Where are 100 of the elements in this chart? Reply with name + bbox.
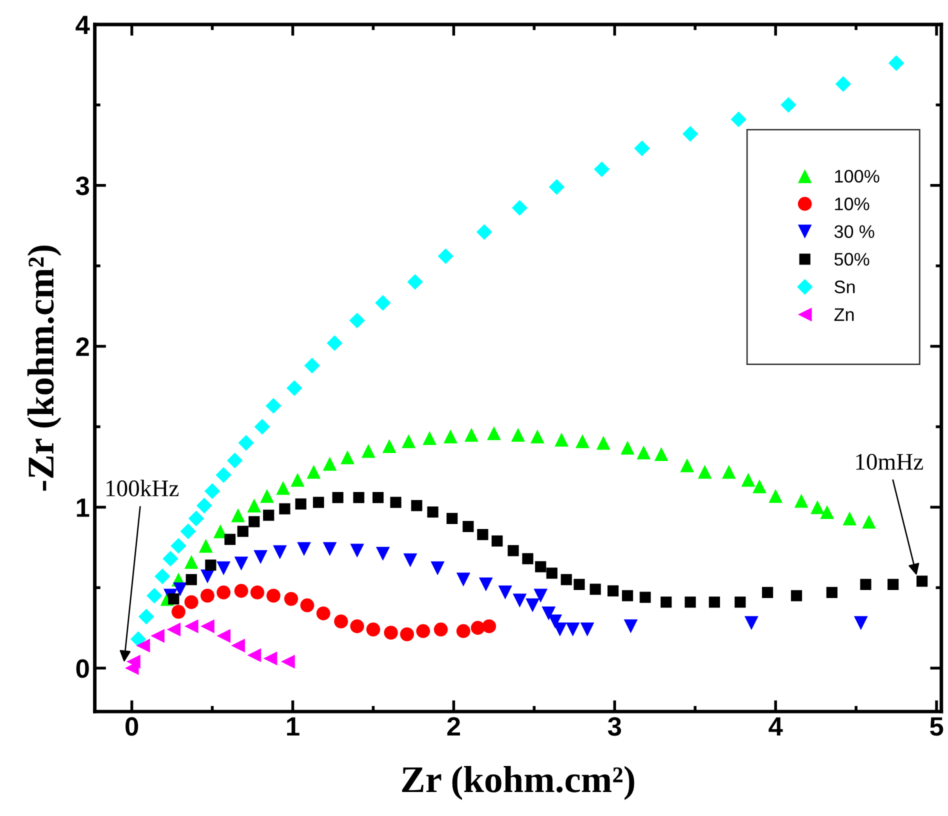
point <box>238 434 254 451</box>
point <box>306 464 321 479</box>
y-tick-label: 2 <box>76 337 89 356</box>
point <box>280 654 295 669</box>
point <box>204 483 220 499</box>
point <box>826 586 838 598</box>
point <box>854 616 868 630</box>
point <box>916 576 928 587</box>
point <box>130 631 146 647</box>
point <box>596 436 610 450</box>
point <box>607 585 619 596</box>
point <box>254 418 270 435</box>
point <box>349 312 365 328</box>
point <box>150 628 165 643</box>
y-tick-label: 4 <box>76 16 90 34</box>
point <box>272 545 287 560</box>
point <box>744 616 758 630</box>
point <box>594 161 610 178</box>
point <box>476 224 492 240</box>
point <box>580 622 594 636</box>
point <box>576 434 590 448</box>
point <box>216 467 232 483</box>
point <box>334 614 348 628</box>
point <box>860 578 872 590</box>
point <box>180 523 196 540</box>
point <box>622 590 634 602</box>
y-tick-label: 0 <box>76 659 89 678</box>
point <box>422 431 437 445</box>
point <box>752 479 766 494</box>
point <box>316 606 330 620</box>
point <box>554 432 568 447</box>
point <box>231 638 245 653</box>
point <box>353 492 364 504</box>
point <box>560 574 572 586</box>
point <box>188 510 204 526</box>
point <box>794 494 808 508</box>
point <box>384 626 398 640</box>
point <box>205 560 216 571</box>
point <box>170 538 186 554</box>
legend-label: 50% <box>834 252 870 266</box>
point <box>173 582 188 596</box>
point <box>372 492 384 504</box>
point <box>508 545 519 556</box>
point <box>186 574 197 586</box>
point <box>213 524 228 538</box>
point <box>260 488 274 503</box>
point <box>636 446 651 460</box>
point <box>566 622 580 636</box>
point <box>624 619 638 634</box>
point <box>734 596 746 608</box>
point <box>512 200 528 216</box>
point <box>526 598 540 612</box>
point <box>464 428 478 442</box>
point <box>416 624 430 638</box>
point <box>248 516 260 528</box>
point <box>590 584 601 595</box>
point <box>154 568 170 584</box>
point <box>820 505 834 519</box>
point <box>196 498 212 514</box>
point <box>276 480 290 495</box>
point <box>216 586 230 600</box>
x-tick-label: 3 <box>608 717 622 736</box>
point <box>574 578 585 590</box>
point <box>366 622 380 636</box>
point <box>400 627 414 642</box>
x-tick-label: 5 <box>930 717 944 736</box>
point <box>462 520 474 532</box>
point <box>350 544 364 558</box>
legend-label: 10% <box>835 198 870 210</box>
point <box>126 654 140 669</box>
point <box>762 586 774 598</box>
point <box>741 472 756 487</box>
point <box>247 498 262 513</box>
point <box>438 248 454 264</box>
point <box>482 619 496 634</box>
point <box>184 554 198 569</box>
point <box>375 294 391 311</box>
point <box>234 556 248 570</box>
point <box>842 512 857 526</box>
point <box>511 428 526 442</box>
annotation: 100kHz <box>106 480 179 496</box>
point <box>722 464 736 479</box>
point <box>477 529 488 540</box>
point <box>350 619 364 634</box>
point <box>226 452 243 468</box>
point <box>172 604 186 619</box>
point <box>512 594 527 608</box>
point <box>300 598 314 612</box>
point <box>326 335 342 351</box>
point <box>166 622 181 636</box>
point <box>470 620 485 635</box>
point <box>322 542 337 556</box>
point <box>640 592 651 603</box>
y-axis-title: -Zr (kohm.cm²) <box>27 246 62 491</box>
point <box>234 584 248 598</box>
point <box>266 588 280 603</box>
point <box>184 619 198 634</box>
point <box>768 488 783 503</box>
point <box>250 586 264 600</box>
point <box>492 535 503 547</box>
